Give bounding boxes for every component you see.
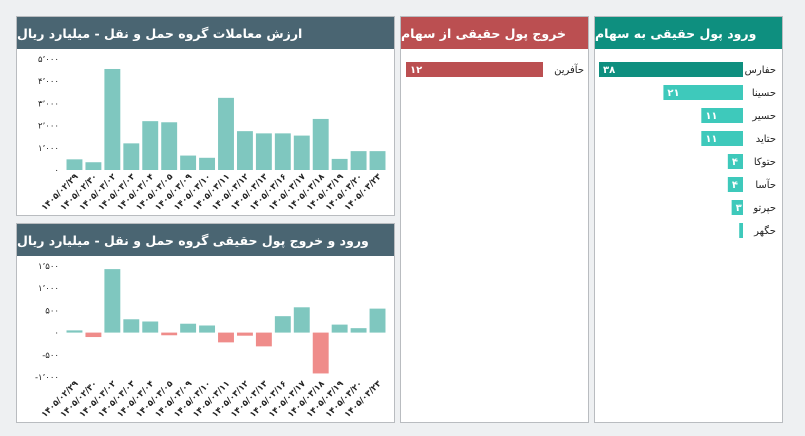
bar[interactable]: [293, 135, 310, 170]
bar[interactable]: [180, 155, 197, 170]
bar[interactable]: [199, 157, 216, 170]
bar[interactable]: [218, 332, 234, 343]
inflow-panel: ورود پول حقیقی به سهام ۳۸ حفارس ۲۱ حسینا ۱۱ ح…: [594, 16, 783, 423]
bar[interactable]: [66, 330, 83, 333]
bar[interactable]: [369, 308, 386, 333]
bar[interactable]: [731, 200, 743, 215]
category-label: حسینا: [752, 88, 776, 99]
data-label: ۳: [736, 203, 742, 214]
data-label: ۳۸: [603, 65, 615, 76]
bar[interactable]: [180, 323, 197, 333]
bar[interactable]: [274, 316, 291, 333]
bar[interactable]: [701, 131, 743, 146]
category-label: حفارس: [745, 65, 776, 76]
category-label: حآفرین: [554, 63, 584, 76]
category-label: حسیر: [751, 111, 776, 122]
bar[interactable]: [727, 154, 743, 169]
data-label: ۱۱: [705, 111, 717, 122]
y-tick-label: ۵۰۰: [45, 306, 59, 316]
bar[interactable]: [218, 97, 234, 170]
y-tick-label: ۱٬۰۰۰: [38, 284, 59, 294]
bar[interactable]: [142, 121, 159, 170]
y-tick-label: ۲٬۰۰۰: [38, 122, 59, 132]
bar[interactable]: [255, 133, 272, 170]
turnover-panel: ارزش معاملات گروه حمل و نقل - میلیارد ری…: [16, 16, 395, 216]
y-tick-label: -۵۰۰: [42, 351, 59, 361]
data-label: ۲۱: [667, 88, 679, 99]
inflow-title: ورود پول حقیقی به سهام: [595, 17, 782, 49]
bar[interactable]: [350, 328, 367, 333]
bar[interactable]: [331, 158, 348, 170]
bar[interactable]: [142, 321, 159, 333]
bar[interactable]: [406, 62, 543, 77]
outflow-title: خروج پول حقیقی از سهام: [401, 17, 588, 49]
bar[interactable]: [293, 307, 310, 333]
y-tick-label: ۰: [54, 166, 59, 176]
net-flow-title: ورود و خروج پول حقیقی گروه حمل و نقل - م…: [17, 224, 394, 256]
bar[interactable]: [161, 332, 178, 336]
outflow-panel: خروج پول حقیقی از سهام ۱۲ حآفرین: [400, 16, 589, 423]
bar[interactable]: [104, 269, 121, 333]
bar[interactable]: [727, 177, 743, 192]
bar[interactable]: [123, 319, 140, 333]
turnover-chart: ۰۱٬۰۰۰۲٬۰۰۰۳٬۰۰۰۴٬۰۰۰۵٬۰۰۰۱۴۰۵/۰۲/۲۹۱۴۰۵…: [38, 55, 386, 213]
category-label: حپرتو: [752, 203, 776, 214]
category-label: حتوکا: [754, 157, 776, 168]
bar[interactable]: [199, 325, 216, 333]
category-label: حگهر: [753, 225, 776, 237]
inflow-chart: ۳۸ حفارس ۲۱ حسینا ۱۱ حسیر ۱۱ حتاید ۴ حتوکا ۴ حآسا ۳ ح…: [599, 62, 776, 238]
category-label: حتاید: [756, 134, 776, 145]
y-tick-label: -۱٬۰۰۰: [35, 373, 59, 383]
data-label: ۱۱: [705, 134, 717, 145]
net-flow-panel: ورود و خروج پول حقیقی گروه حمل و نقل - م…: [16, 223, 395, 423]
bar[interactable]: [274, 133, 291, 170]
bar[interactable]: [104, 68, 121, 170]
bar[interactable]: [369, 151, 386, 170]
bar[interactable]: [312, 332, 329, 374]
bar[interactable]: [255, 332, 272, 347]
data-label: ۴: [732, 180, 738, 191]
bar[interactable]: [85, 332, 102, 338]
bar[interactable]: [236, 332, 253, 336]
data-label: ۱۲: [410, 65, 422, 76]
turnover-title: ارزش معاملات گروه حمل و نقل - میلیارد ری…: [17, 17, 394, 49]
bar[interactable]: [123, 143, 140, 170]
bar[interactable]: [701, 108, 743, 123]
y-tick-label: ۴٬۰۰۰: [38, 77, 59, 87]
data-label: ۱: [743, 226, 749, 237]
bar[interactable]: [663, 85, 743, 100]
bar[interactable]: [739, 223, 743, 238]
net-flow-chart: -۱٬۰۰۰-۵۰۰۰۵۰۰۱٬۰۰۰۱٬۵۰۰۱۴۰۵/۰۲/۲۹۱۴۰۵/۰…: [35, 262, 386, 420]
bar[interactable]: [350, 151, 367, 170]
category-label: حآسا: [755, 178, 776, 191]
bar[interactable]: [312, 118, 329, 170]
y-tick-label: ۵٬۰۰۰: [38, 55, 59, 65]
y-tick-label: ۰: [54, 329, 59, 339]
outflow-chart: ۱۲ حآفرین: [406, 62, 584, 77]
bar[interactable]: [85, 162, 102, 170]
bar[interactable]: [66, 159, 83, 170]
y-tick-label: ۱٬۵۰۰: [38, 262, 59, 272]
bar[interactable]: [161, 122, 178, 170]
data-label: ۴: [732, 157, 738, 168]
y-tick-label: ۱٬۰۰۰: [38, 144, 59, 154]
bar[interactable]: [599, 62, 743, 77]
bar[interactable]: [331, 324, 348, 333]
bar[interactable]: [236, 131, 253, 170]
y-tick-label: ۳٬۰۰۰: [38, 99, 59, 109]
